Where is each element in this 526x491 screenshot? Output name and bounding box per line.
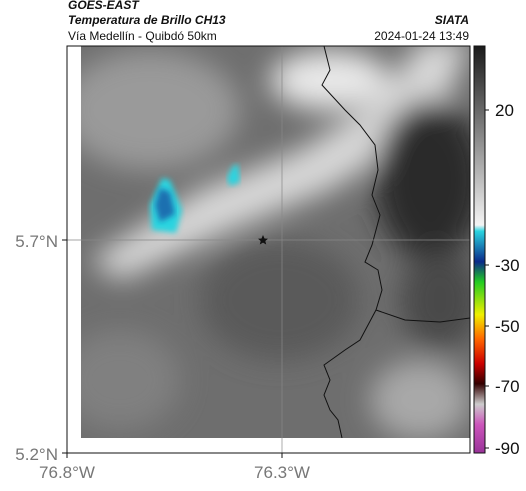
colorbar-label: -50 — [495, 317, 520, 336]
datetime: 2024-01-24 13:49 — [374, 29, 469, 43]
location-marker — [258, 235, 268, 245]
map-frame — [66, 45, 471, 454]
subtitle: Vía Medellín - Quibdó 50km — [68, 29, 217, 43]
satellite-image — [81, 46, 470, 438]
lon-label: 76.3°W — [254, 463, 310, 482]
product: GOES-EAST — [68, 0, 140, 12]
colorbar-ticks — [485, 109, 489, 449]
colorbar-label: 20 — [495, 101, 514, 120]
lat-label: 5.2°N — [15, 445, 58, 464]
lon-label: 76.8°W — [39, 463, 95, 482]
colorbar-label: -30 — [495, 256, 520, 275]
title: Temperatura de Brillo CH13 — [68, 13, 226, 27]
colorbar-label: -70 — [495, 377, 520, 396]
lat-label: 5.7°N — [15, 232, 58, 251]
border-lines — [321, 46, 470, 438]
colorbar-label: -90 — [495, 439, 520, 458]
source: SIATA — [435, 13, 469, 27]
colorbar — [473, 45, 486, 454]
